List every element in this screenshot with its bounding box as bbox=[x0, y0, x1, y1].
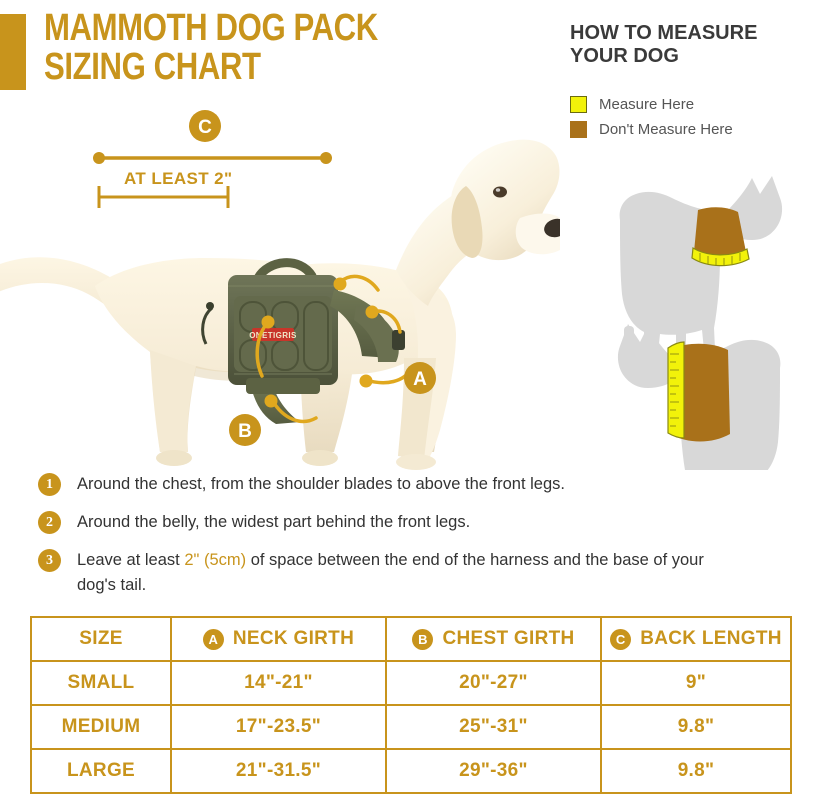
instruction-number-badge: 3 bbox=[38, 549, 61, 572]
neck-girth-badge-icon: A bbox=[202, 628, 224, 650]
measure-here-swatch-icon bbox=[570, 96, 587, 113]
column-header-chest-girth: B CHEST GIRTH bbox=[385, 616, 602, 662]
back-length-span-line bbox=[93, 152, 332, 164]
legend-item-dont-measure-here: Don't Measure Here bbox=[570, 117, 820, 142]
back-length-badge-icon: C bbox=[610, 628, 632, 650]
marker-badge-a: A bbox=[404, 362, 436, 394]
dimension-annotations: C AT LEAST 2" bbox=[93, 110, 332, 208]
dog-photo-panel: ONETIGRIS A B bbox=[0, 100, 560, 470]
neck-measure-tape-icon bbox=[691, 246, 750, 267]
cell-neck: 21"-31.5" bbox=[170, 748, 387, 794]
instruction-item: 1 Around the chest, from the shoulder bl… bbox=[38, 472, 718, 497]
cell-chest: 25"-31" bbox=[385, 704, 602, 750]
column-header-back-length: C BACK LENGTH bbox=[600, 616, 792, 662]
instructions-list: 1 Around the chest, from the shoulder bl… bbox=[38, 472, 718, 611]
cell-back: 9.8" bbox=[600, 704, 792, 750]
marker-badge-c-label: C bbox=[198, 117, 212, 138]
instruction-item: 2 Around the belly, the widest part behi… bbox=[38, 510, 718, 535]
marker-dots bbox=[261, 277, 379, 408]
marker-dot bbox=[359, 374, 373, 388]
legend-label: Measure Here bbox=[599, 96, 695, 113]
how-to-measure-heading: HOW TO MEASURE YOUR DOG bbox=[570, 22, 810, 68]
column-header-size: SIZE bbox=[30, 616, 172, 662]
legend: Measure Here Don't Measure Here bbox=[570, 92, 820, 142]
legend-label: Don't Measure Here bbox=[599, 121, 733, 138]
table-row: LARGE 21"-31.5" 29"-36" 9.8" bbox=[30, 748, 792, 794]
instruction-text: Leave at least 2" (5cm) of space between… bbox=[77, 551, 704, 594]
instruction-item: 3 Leave at least 2" (5cm) of space betwe… bbox=[38, 548, 718, 598]
cell-size: SMALL bbox=[30, 660, 172, 706]
chest-measure-tape-icon bbox=[667, 341, 685, 439]
table-row: SMALL 14"-21" 20"-27" 9" bbox=[30, 660, 792, 706]
marker-dot bbox=[333, 277, 347, 291]
neck-dont-measure-band bbox=[694, 207, 746, 258]
at-least-dimension-line bbox=[97, 186, 230, 208]
how-to-measure-heading-line-2: YOUR DOG bbox=[570, 45, 679, 67]
measurement-silhouettes-panel bbox=[617, 176, 783, 470]
cell-neck: 17"-23.5" bbox=[170, 704, 387, 750]
column-header-label: SIZE bbox=[79, 628, 123, 649]
column-header-label: CHEST GIRTH bbox=[442, 628, 575, 649]
brand-patch-text: ONETIGRIS bbox=[249, 331, 297, 340]
cell-size: MEDIUM bbox=[30, 704, 172, 750]
header: MAMMOTH DOG PACK SIZING CHART HOW TO MEA… bbox=[0, 0, 820, 138]
instruction-text: Around the chest, from the shoulder blad… bbox=[77, 475, 565, 493]
at-least-dimension-label: AT LEAST 2" bbox=[124, 169, 232, 188]
marker-badge-a-label: A bbox=[413, 369, 427, 390]
size-chart-table: SIZE A NECK GIRTH B CHEST GIRTH C BACK L… bbox=[30, 616, 792, 794]
page-title-line-2: SIZING CHART bbox=[44, 46, 261, 88]
marker-badge-c: C bbox=[189, 110, 221, 142]
cell-back: 9" bbox=[600, 660, 792, 706]
chest-measure-silhouette bbox=[617, 324, 781, 470]
marker-dot bbox=[261, 315, 275, 329]
marker-badge-b: B bbox=[229, 414, 261, 446]
instruction-number-badge: 2 bbox=[38, 511, 61, 534]
title-accent-bar bbox=[0, 14, 26, 90]
how-to-measure-heading-line-1: HOW TO MEASURE bbox=[570, 22, 758, 44]
column-header-neck-girth: A NECK GIRTH bbox=[170, 616, 387, 662]
cell-back: 9.8" bbox=[600, 748, 792, 794]
cell-chest: 29"-36" bbox=[385, 748, 602, 794]
table-row: MEDIUM 17"-23.5" 25"-31" 9.8" bbox=[30, 704, 792, 750]
instruction-text: Around the belly, the widest part behind… bbox=[77, 513, 471, 531]
marker-badge-b-label: B bbox=[238, 421, 252, 442]
dog-with-harness-photo: ONETIGRIS A B bbox=[0, 139, 560, 470]
instruction-number-badge: 1 bbox=[38, 473, 61, 496]
column-header-label: BACK LENGTH bbox=[640, 628, 782, 649]
column-header-label: NECK GIRTH bbox=[232, 628, 355, 649]
chest-girth-badge-icon: B bbox=[412, 628, 434, 650]
page-title: MAMMOTH DOG PACK SIZING CHART bbox=[44, 9, 388, 87]
cell-size: LARGE bbox=[30, 748, 172, 794]
legend-item-measure-here: Measure Here bbox=[570, 92, 820, 117]
marker-dot bbox=[264, 394, 278, 408]
chest-dont-measure-band bbox=[670, 343, 730, 442]
cell-chest: 20"-27" bbox=[385, 660, 602, 706]
page-title-line-1: MAMMOTH DOG PACK bbox=[44, 7, 378, 49]
dont-measure-here-swatch-icon bbox=[570, 121, 587, 138]
instruction-highlight: 2" (5cm) bbox=[184, 551, 247, 569]
cell-neck: 14"-21" bbox=[170, 660, 387, 706]
table-header-row: SIZE A NECK GIRTH B CHEST GIRTH C BACK L… bbox=[30, 616, 792, 662]
marker-dot bbox=[365, 305, 379, 319]
